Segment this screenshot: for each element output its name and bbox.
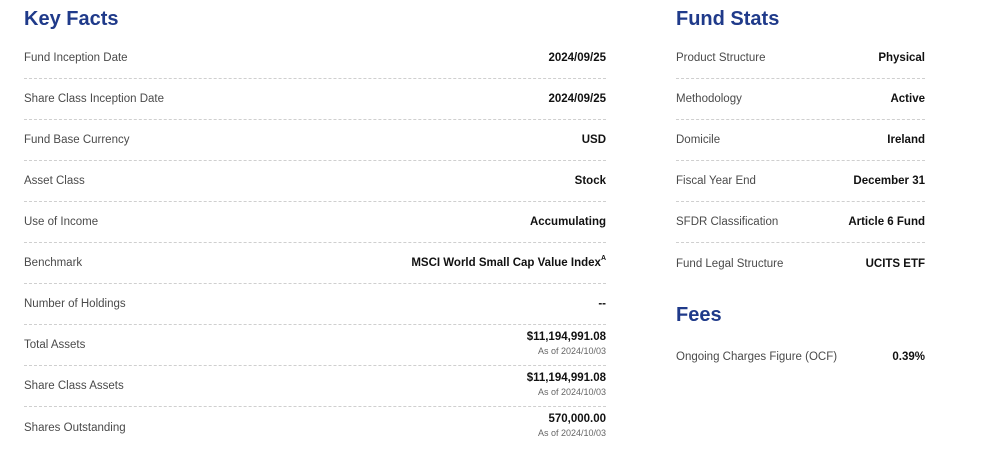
row-value: MSCI World Small Cap Value IndexA — [411, 255, 606, 269]
key-facts-row: Asset Class Stock — [24, 161, 606, 202]
key-facts-title: Key Facts — [24, 8, 119, 30]
row-value: Physical — [878, 52, 925, 64]
row-value: Accumulating — [529, 216, 606, 228]
row-value: Article 6 Fund — [848, 216, 925, 228]
row-value: 2024/09/25 — [548, 52, 606, 64]
row-value: UCITS ETF — [865, 257, 925, 270]
as-of-date: As of 2024/10/03 — [537, 345, 606, 356]
as-of-date: As of 2024/10/03 — [537, 427, 606, 438]
fees-row: Ongoing Charges Figure (OCF) 0.39% — [676, 336, 925, 377]
amount: $11,194,991.08 — [526, 372, 606, 384]
row-value: December 31 — [853, 175, 925, 187]
key-facts-table: Fund Inception Date 2024/09/25 Share Cla… — [24, 38, 606, 448]
row-label: Product Structure — [676, 52, 766, 64]
row-value: Active — [890, 93, 925, 105]
row-label: Fund Base Currency — [24, 134, 130, 146]
key-facts-row: Use of Income Accumulating — [24, 202, 606, 243]
row-label: Share Class Inception Date — [24, 93, 164, 105]
footnote-marker: A — [600, 255, 606, 262]
row-label: Domicile — [676, 134, 721, 146]
key-facts-row: Fund Inception Date 2024/09/25 — [24, 38, 606, 79]
fees-title: Fees — [676, 304, 722, 326]
row-value: $11,194,991.08 As of 2024/10/03 — [526, 372, 606, 397]
fund-stats-table: Product Structure Physical Methodology A… — [676, 38, 925, 284]
fund-stats-row: SFDR Classification Article 6 Fund — [676, 202, 925, 243]
benchmark-value: MSCI World Small Cap Value Index — [411, 257, 601, 269]
row-label: Fund Legal Structure — [676, 257, 784, 270]
key-facts-row: Shares Outstanding 570,000.00 As of 2024/… — [24, 407, 606, 448]
fund-stats-row: Product Structure Physical — [676, 38, 925, 79]
row-value: -- — [598, 298, 606, 310]
row-value: 570,000.00 As of 2024/10/03 — [537, 413, 606, 438]
fund-stats-row: Fiscal Year End December 31 — [676, 161, 925, 202]
row-value: USD — [581, 134, 606, 146]
row-label: Number of Holdings — [24, 298, 126, 310]
amount: $11,194,991.08 — [526, 331, 606, 343]
key-facts-row: Fund Base Currency USD — [24, 120, 606, 161]
as-of-date: As of 2024/10/03 — [537, 386, 606, 397]
key-facts-row: Number of Holdings -- — [24, 284, 606, 325]
fund-stats-row: Domicile Ireland — [676, 120, 925, 161]
key-facts-row: Benchmark MSCI World Small Cap Value Ind… — [24, 243, 606, 284]
row-label: Methodology — [676, 93, 742, 105]
fund-stats-title: Fund Stats — [676, 8, 780, 30]
row-label: Fiscal Year End — [676, 175, 756, 187]
row-label: Ongoing Charges Figure (OCF) — [676, 350, 838, 363]
row-value: Ireland — [887, 134, 925, 146]
fund-stats-row: Methodology Active — [676, 79, 925, 120]
row-value: Stock — [574, 175, 606, 187]
row-label: Fund Inception Date — [24, 52, 128, 64]
row-label: Share Class Assets — [24, 380, 124, 392]
row-label: Asset Class — [24, 175, 85, 187]
key-facts-row: Share Class Assets $11,194,991.08 As of 2… — [24, 366, 606, 407]
key-facts-row: Share Class Inception Date 2024/09/25 — [24, 79, 606, 120]
row-value: 0.39% — [892, 350, 925, 363]
row-value: $11,194,991.08 As of 2024/10/03 — [526, 331, 606, 356]
fund-stats-row: Fund Legal Structure UCITS ETF — [676, 243, 925, 284]
fees-table: Ongoing Charges Figure (OCF) 0.39% — [676, 336, 925, 377]
key-facts-row: Total Assets $11,194,991.08 As of 2024/10… — [24, 325, 606, 366]
row-label: Total Assets — [24, 339, 86, 351]
row-value: 2024/09/25 — [548, 93, 606, 105]
row-label: Benchmark — [24, 257, 83, 269]
amount: 570,000.00 — [548, 413, 606, 425]
row-label: Shares Outstanding — [24, 421, 126, 434]
row-label: SFDR Classification — [676, 216, 779, 228]
row-label: Use of Income — [24, 216, 99, 228]
